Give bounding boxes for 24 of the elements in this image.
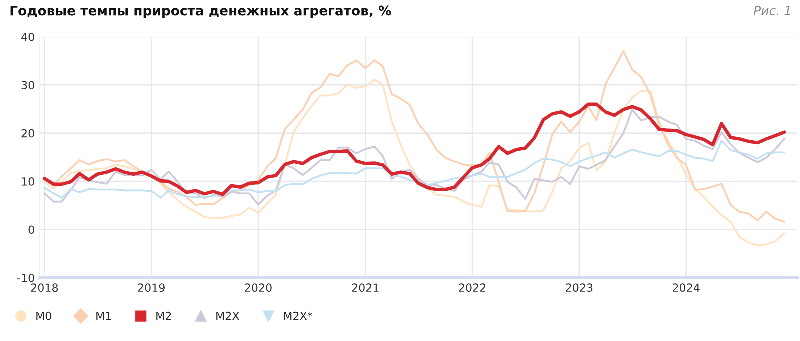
y-tick-label: 10 bbox=[22, 178, 34, 186]
x-tick-label: 2021 bbox=[352, 284, 379, 292]
legend-label: M1 bbox=[96, 312, 112, 320]
line-series bbox=[44, 108, 786, 206]
line-series bbox=[44, 140, 786, 199]
x-tick-label: 2020 bbox=[245, 284, 272, 292]
x-tick-label: 2019 bbox=[138, 284, 165, 292]
legend-label: M0 bbox=[36, 312, 52, 320]
y-tick-label: 0 bbox=[28, 226, 34, 234]
y-tick-label: 30 bbox=[22, 81, 34, 90]
x-tick-label: 2018 bbox=[31, 284, 58, 292]
x-tick-label: 2023 bbox=[566, 284, 593, 292]
y-tick-label: -10 bbox=[18, 274, 34, 282]
line-series bbox=[43, 102, 786, 196]
text: Рис. 1 bbox=[754, 6, 790, 16]
line-series bbox=[44, 78, 786, 247]
x-tick-label: 2022 bbox=[459, 284, 486, 292]
x-tick-label: 2024 bbox=[672, 284, 700, 292]
legend-label: M2 bbox=[156, 312, 172, 320]
legend-label: M2X bbox=[216, 312, 240, 320]
legend-label: M2X* bbox=[284, 312, 313, 320]
y-tick-label: 20 bbox=[22, 129, 34, 138]
chart-title: Годовые темпы прироста денежных агрегатов, % bbox=[10, 6, 392, 18]
y-tick-label: 40 bbox=[22, 32, 34, 42]
